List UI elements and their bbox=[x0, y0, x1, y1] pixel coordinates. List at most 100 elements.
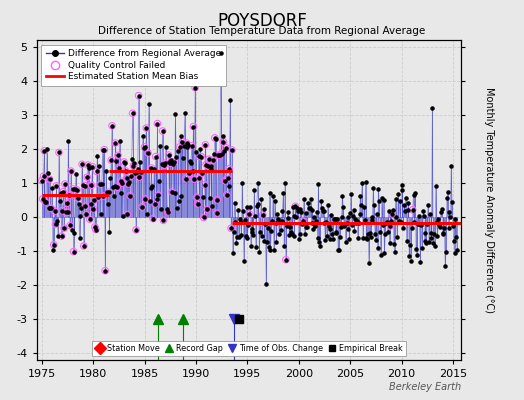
Point bbox=[242, 204, 250, 210]
Point bbox=[305, 205, 314, 211]
Point bbox=[346, 210, 354, 217]
Point bbox=[228, 147, 236, 153]
Point bbox=[424, 202, 432, 208]
Point bbox=[172, 153, 180, 160]
Point bbox=[159, 217, 168, 224]
Point bbox=[399, 225, 408, 231]
Point bbox=[263, 239, 271, 246]
Point bbox=[277, 218, 286, 224]
Point bbox=[280, 243, 288, 250]
Point bbox=[282, 223, 291, 229]
Point bbox=[171, 111, 180, 117]
Point bbox=[206, 163, 215, 170]
Point bbox=[402, 238, 411, 244]
Point bbox=[97, 181, 106, 188]
Point bbox=[80, 243, 88, 249]
Point bbox=[82, 211, 91, 218]
Point bbox=[261, 221, 269, 228]
Point bbox=[110, 193, 118, 199]
Point bbox=[324, 223, 333, 229]
Point bbox=[90, 197, 99, 204]
Point bbox=[168, 189, 176, 195]
Point bbox=[350, 228, 358, 234]
Point bbox=[213, 196, 222, 203]
Point bbox=[176, 144, 184, 150]
Point bbox=[126, 192, 134, 199]
Point bbox=[369, 185, 377, 191]
Point bbox=[228, 250, 237, 256]
Point bbox=[278, 208, 287, 214]
Point bbox=[43, 170, 52, 176]
Point bbox=[204, 162, 212, 169]
Point bbox=[204, 162, 212, 169]
Point bbox=[122, 168, 130, 174]
Point bbox=[58, 208, 67, 214]
Point bbox=[337, 214, 346, 220]
Point bbox=[38, 196, 47, 202]
Point bbox=[391, 196, 400, 202]
Point bbox=[385, 208, 393, 215]
Point bbox=[81, 182, 89, 189]
Point bbox=[352, 220, 361, 226]
Point bbox=[62, 200, 71, 206]
Point bbox=[147, 165, 156, 171]
Point bbox=[449, 222, 457, 229]
Text: POYSDORF: POYSDORF bbox=[217, 12, 307, 30]
Point bbox=[212, 210, 221, 216]
Point bbox=[439, 231, 447, 237]
Point bbox=[212, 136, 220, 142]
Point bbox=[249, 232, 257, 238]
Point bbox=[329, 235, 337, 242]
Point bbox=[376, 229, 384, 235]
Point bbox=[127, 173, 135, 179]
Point bbox=[148, 183, 157, 190]
Point bbox=[359, 204, 368, 210]
Point bbox=[133, 169, 141, 175]
Point bbox=[62, 200, 71, 206]
Point bbox=[451, 250, 459, 256]
Point bbox=[245, 210, 253, 217]
Point bbox=[189, 123, 198, 130]
Point bbox=[434, 216, 443, 222]
Point bbox=[191, 84, 199, 91]
Point bbox=[92, 226, 100, 233]
Point bbox=[91, 224, 99, 230]
Point bbox=[232, 240, 241, 246]
Point bbox=[182, 140, 191, 146]
Point bbox=[282, 256, 290, 263]
Point bbox=[227, 225, 235, 232]
Point bbox=[77, 205, 85, 212]
Point bbox=[123, 175, 131, 182]
Point bbox=[248, 229, 257, 235]
Point bbox=[49, 247, 57, 254]
Point bbox=[96, 181, 104, 188]
Point bbox=[373, 211, 381, 217]
Point bbox=[139, 145, 148, 151]
Point bbox=[120, 159, 128, 165]
Point bbox=[154, 192, 162, 198]
Point bbox=[414, 213, 423, 219]
Point bbox=[367, 217, 376, 224]
Point bbox=[50, 242, 58, 248]
Point bbox=[361, 216, 369, 223]
Point bbox=[210, 151, 218, 157]
Point bbox=[162, 144, 170, 150]
Point bbox=[299, 218, 307, 224]
Point bbox=[177, 193, 185, 200]
Point bbox=[417, 222, 425, 228]
Point bbox=[129, 162, 138, 169]
Point bbox=[185, 170, 193, 177]
Point bbox=[124, 181, 133, 187]
Point bbox=[114, 152, 122, 158]
Point bbox=[156, 143, 164, 149]
Point bbox=[290, 233, 299, 239]
Point bbox=[251, 212, 259, 219]
Point bbox=[92, 168, 101, 174]
Point bbox=[214, 152, 222, 158]
Point bbox=[300, 196, 308, 202]
Point bbox=[120, 159, 128, 165]
Point bbox=[153, 120, 161, 127]
Point bbox=[199, 194, 207, 200]
Point bbox=[191, 84, 199, 91]
Point bbox=[343, 225, 352, 232]
